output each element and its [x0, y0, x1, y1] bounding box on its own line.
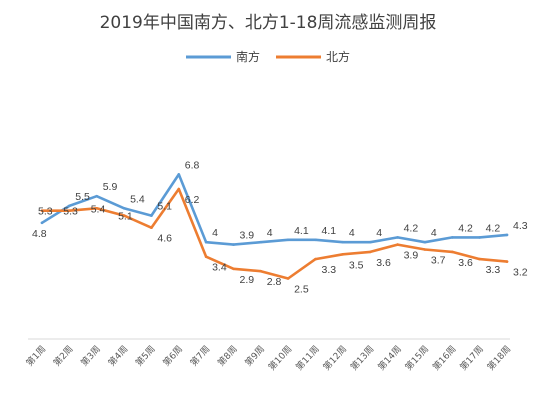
data-label-north: 3.9 [404, 250, 419, 262]
data-point-north [423, 248, 427, 251]
data-label-south: 6.8 [185, 159, 200, 171]
data-point-south [368, 240, 372, 244]
data-label-north: 3.7 [431, 255, 446, 267]
data-point-south [423, 240, 427, 244]
x-tick-label: 第1周 [23, 343, 48, 369]
x-tick-label: 第13周 [348, 343, 377, 373]
data-label-south: 5.9 [103, 181, 118, 193]
data-point-south [396, 236, 399, 239]
data-label-south: 4.1 [294, 225, 309, 237]
data-label-south: 4.1 [322, 225, 337, 237]
x-axis-ticks: 第1周 第2周 第3周 第4周 第5周 第6周 第7周 第8周 第9周 第10周 第11周 第12周第… [23, 343, 513, 373]
x-tick-label: 第12周 [321, 343, 350, 373]
series-line-south [40, 173, 509, 246]
data-point-north [396, 243, 399, 246]
data-point-north [286, 277, 290, 280]
data-point-north [177, 187, 181, 191]
x-tick-label: 第4周 [106, 343, 131, 369]
data-label-south: 4 [349, 227, 355, 239]
x-tick-label: 第18周 [485, 343, 514, 373]
data-point-north [478, 257, 481, 261]
data-label-south: 4 [431, 227, 437, 239]
data-point-south [341, 240, 345, 244]
x-tick-label: 第7周 [188, 343, 213, 369]
data-point-north [150, 226, 153, 229]
data-point-north [232, 267, 235, 271]
data-label-north: 3.3 [486, 264, 501, 276]
x-tick-label: 第8周 [215, 343, 240, 369]
data-point-south [478, 236, 481, 239]
data-label-north: 5.3 [63, 206, 78, 218]
data-point-south [451, 236, 454, 239]
data-label-south: 4 [212, 227, 218, 239]
data-point-south [122, 207, 126, 210]
data-point-north [505, 260, 509, 263]
data-point-south [259, 240, 263, 244]
data-point-south [150, 214, 153, 217]
data-label-north: 3.3 [322, 264, 337, 276]
data-label-north: 2.9 [240, 274, 255, 286]
series-line-north [40, 187, 509, 280]
x-tick-label: 第11周 [293, 343, 322, 373]
data-label-north: 6.2 [185, 194, 200, 206]
data-label-north: 5.3 [38, 206, 53, 218]
data-label-north: 3.4 [212, 262, 227, 274]
data-label-north: 3.5 [349, 259, 364, 271]
data-point-north [314, 257, 317, 261]
x-tick-label: 第16周 [430, 343, 459, 373]
data-label-south: 5.1 [157, 201, 172, 213]
data-point-north [204, 255, 208, 258]
x-tick-label: 第3周 [78, 343, 103, 369]
x-tick-label: 第15周 [403, 343, 432, 373]
chart-title: 2019年中国南方、北方1-18周流感监测周报 [100, 13, 437, 33]
data-point-north [368, 250, 372, 254]
data-point-north [95, 207, 98, 210]
data-label-north: 3.2 [513, 267, 528, 279]
data-point-north [122, 214, 126, 217]
data-label-south: 4.2 [486, 222, 501, 234]
data-point-north [68, 209, 71, 212]
data-label-north: 2.5 [294, 284, 309, 296]
x-tick-label: 第6周 [160, 343, 185, 369]
legend-label-north: 北方 [326, 49, 350, 64]
x-tick-label: 第10周 [266, 343, 295, 373]
data-point-south [95, 194, 98, 198]
data-point-south [314, 238, 317, 242]
data-point-south [68, 204, 71, 208]
data-label-north: 5.4 [91, 203, 106, 215]
data-point-north [259, 269, 263, 273]
data-point-south [286, 238, 290, 242]
x-tick-label: 第9周 [242, 343, 267, 369]
data-label-south: 3.9 [240, 230, 255, 242]
plot-area: 4.8 5.5 5.9 5.4 5.1 6.8 4 3.9 4 4.1 4.1 4 4 4.2 4 4.2 4.… [32, 159, 528, 295]
data-label-north: 5.1 [118, 211, 133, 223]
data-point-south [232, 243, 235, 246]
data-point-north [451, 250, 454, 254]
data-point-south [505, 233, 509, 237]
legend: 南方 北方 [186, 49, 350, 64]
data-label-south: 4.2 [404, 222, 419, 234]
data-label-north: 3.6 [458, 257, 473, 269]
data-label-south: 4.2 [458, 222, 473, 234]
data-point-north [40, 209, 44, 212]
x-tick-label: 第17周 [457, 343, 486, 373]
data-label-south: 4.8 [32, 228, 47, 240]
data-label-south: 4 [267, 227, 273, 239]
data-label-south: 4.3 [513, 220, 528, 232]
x-tick-label: 第2周 [51, 343, 76, 369]
data-label-north: 4.6 [157, 233, 172, 245]
x-tick-label: 第5周 [133, 343, 158, 369]
legend-label-south: 南方 [236, 49, 260, 64]
data-label-south: 5.5 [75, 191, 90, 203]
x-tick-label: 第14周 [375, 343, 404, 373]
data-point-south [177, 173, 181, 176]
data-label-north: 3.6 [376, 257, 391, 269]
data-label-south: 5.4 [130, 193, 145, 205]
data-label-north: 2.8 [267, 276, 282, 288]
data-point-north [341, 253, 345, 256]
data-point-south [40, 221, 44, 225]
data-label-south: 4 [376, 227, 382, 239]
data-point-south [204, 240, 208, 244]
